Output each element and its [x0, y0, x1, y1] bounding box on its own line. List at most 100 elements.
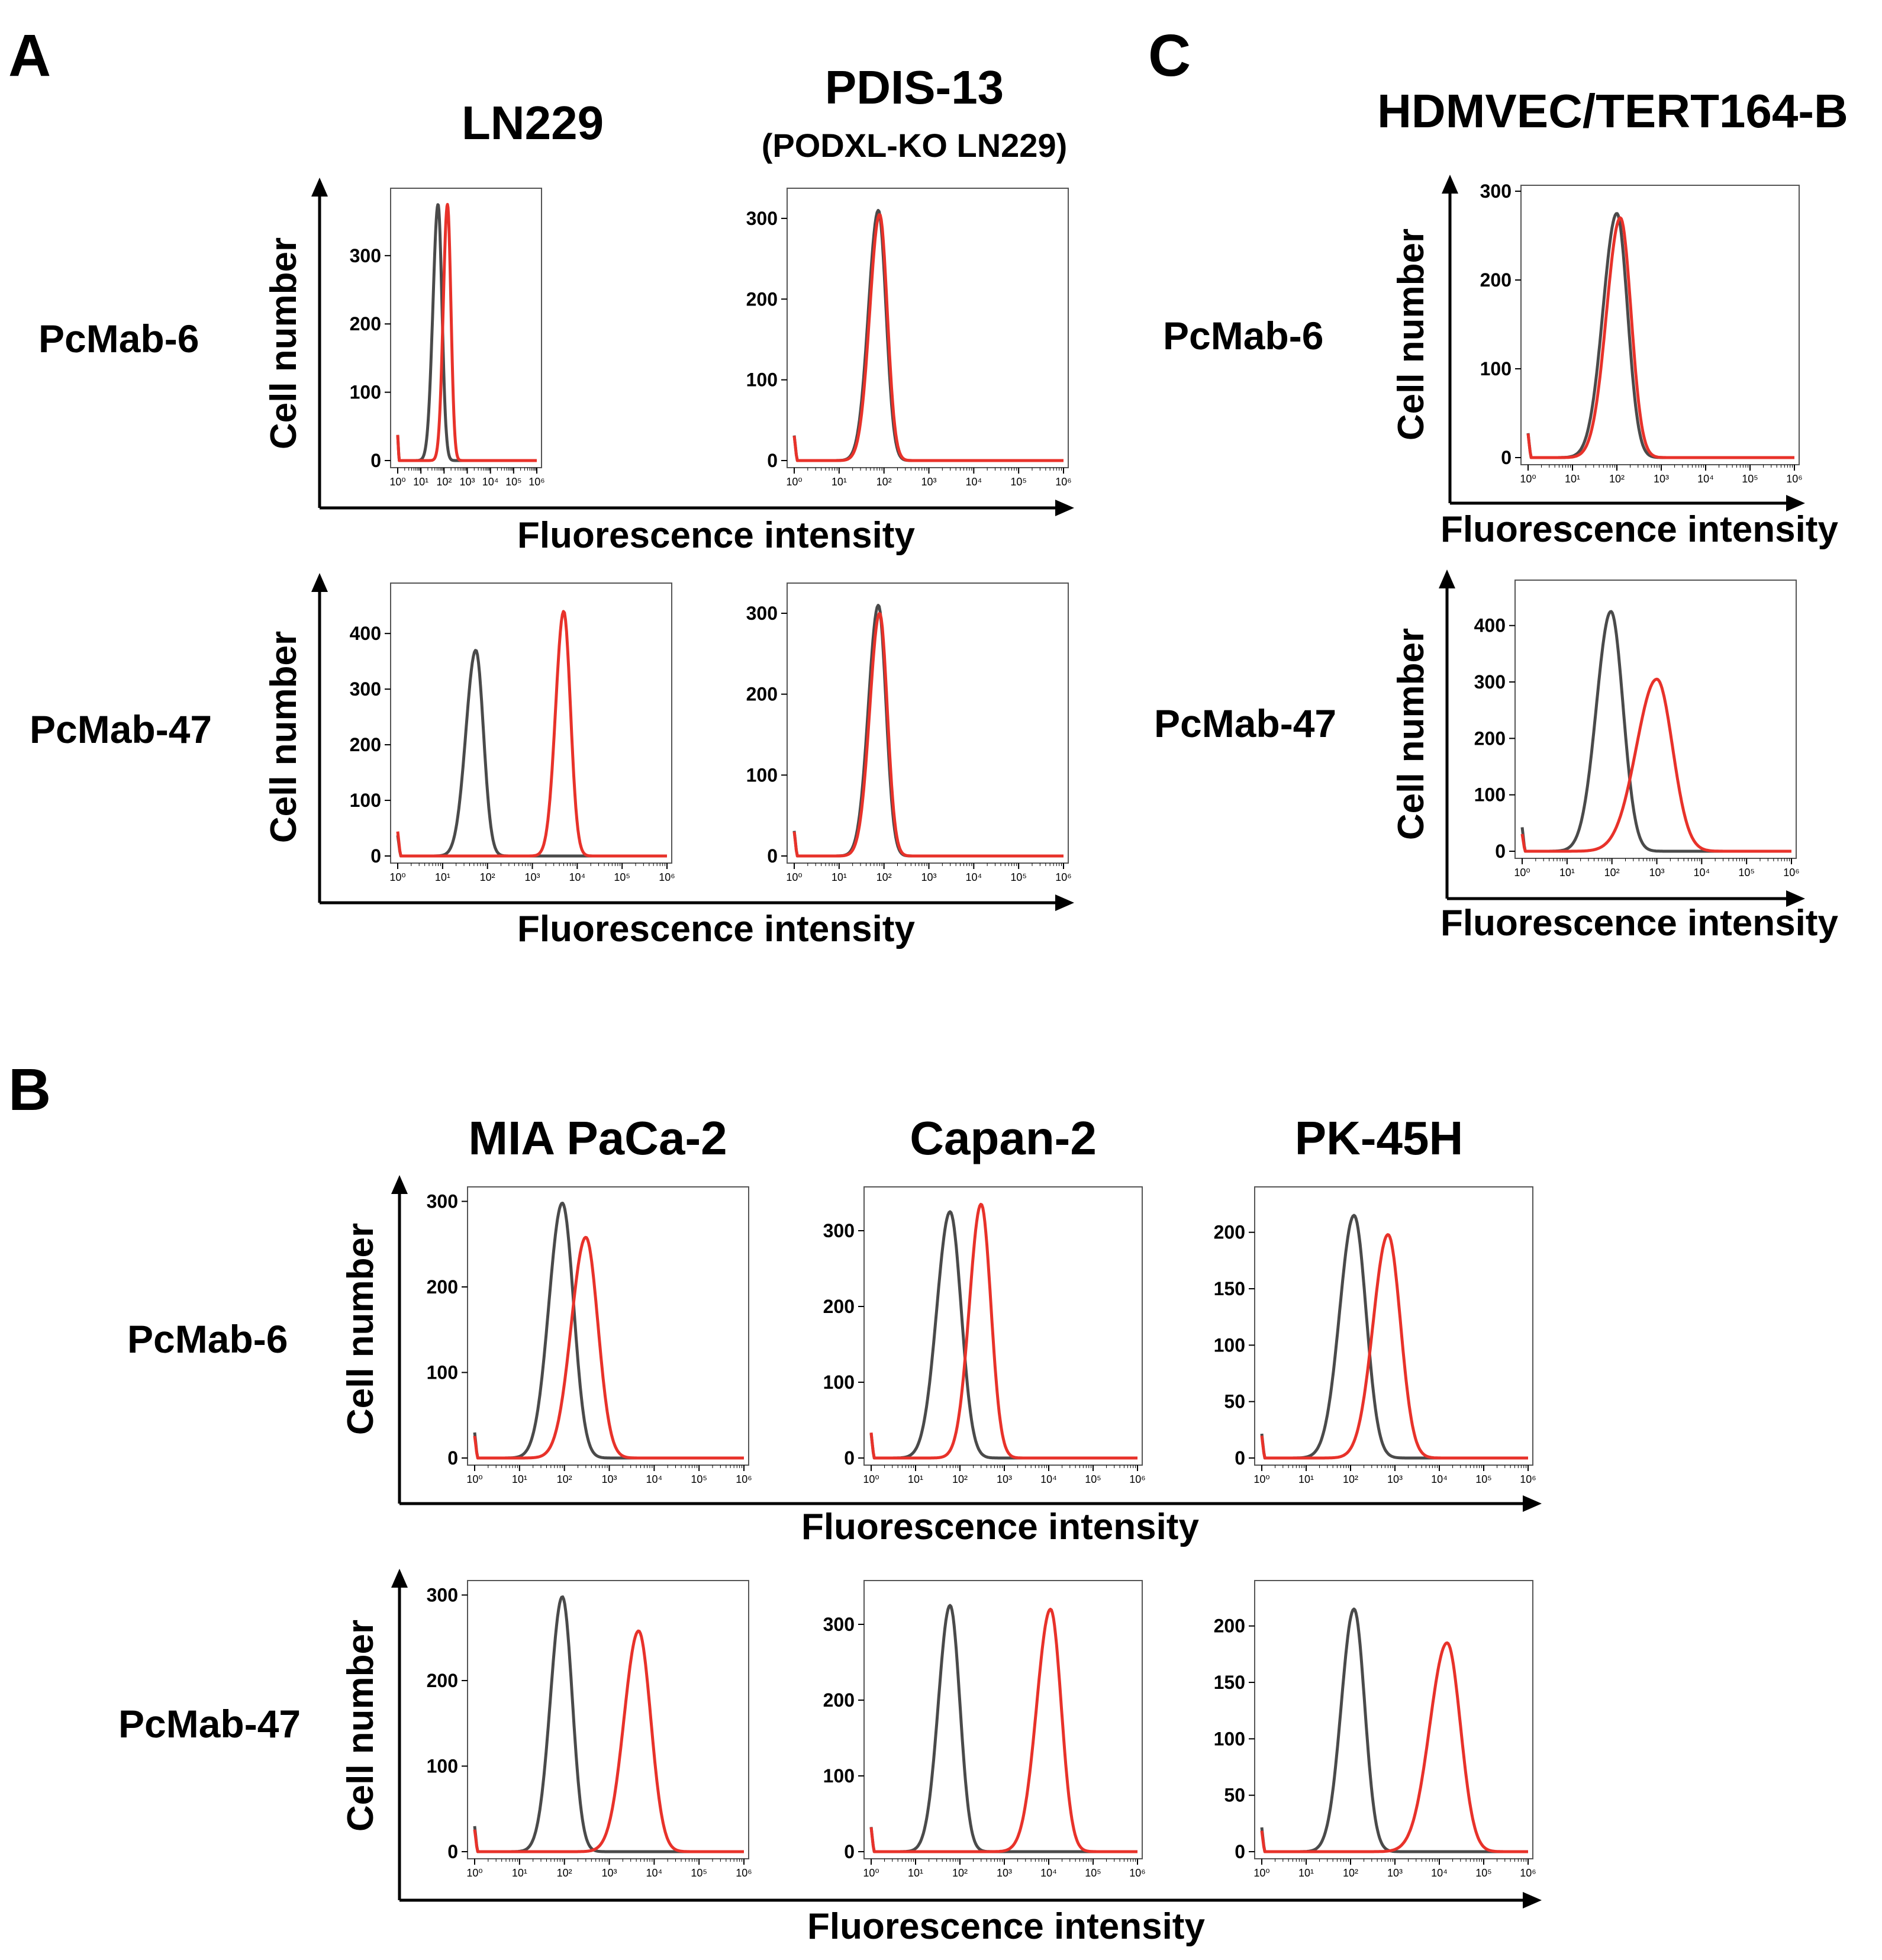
x-tick-label: 10²: [1343, 1867, 1358, 1879]
x-tick-label: 10²: [952, 1473, 968, 1485]
x-tick-label: 10⁴: [965, 871, 982, 883]
y-tick-label: 0: [1495, 841, 1506, 862]
antibody-histogram-line: [1260, 1233, 1529, 1460]
x-tick-label: 10²: [876, 476, 892, 488]
x-axis-arrowhead: [1055, 500, 1074, 516]
y-axis-label: Cell number: [263, 631, 304, 843]
y-tick-label: 0: [767, 450, 778, 471]
x-tick-label: 10¹: [512, 1473, 527, 1485]
x-axis-label: Fluorescence intensity: [807, 1906, 1205, 1947]
y-axis-label: Cell number: [340, 1223, 381, 1435]
y-tick-label: 400: [1474, 615, 1506, 636]
y-tick-label: 200: [1214, 1615, 1245, 1637]
x-axis-label: Fluorescence intensity: [801, 1507, 1199, 1547]
y-tick-label: 100: [1214, 1334, 1245, 1356]
plot-frame: [467, 1186, 749, 1466]
y-tick-label: 100: [1474, 784, 1506, 806]
x-tick-label: 10³: [1654, 473, 1669, 485]
x-tick-label: 10⁴: [482, 476, 499, 488]
y-axis-label: Cell number: [1391, 628, 1432, 840]
x-tick-label: 10²: [1343, 1473, 1358, 1485]
plot-frame: [1520, 185, 1800, 465]
control-histogram-line: [792, 604, 1064, 858]
plot-frame: [863, 1580, 1143, 1859]
x-axis-label: Fluorescence intensity: [517, 909, 915, 950]
control-histogram-line: [1260, 1214, 1529, 1460]
x-axis-label: Fluorescence intensity: [1440, 509, 1838, 550]
y-tick-label: 100: [1480, 358, 1512, 379]
y-tick-label: 300: [746, 603, 778, 624]
plot-frame: [1514, 580, 1797, 859]
antibody-histogram-line: [869, 1202, 1138, 1460]
x-axis-label: Fluorescence intensity: [1440, 903, 1838, 944]
y-tick-label: 100: [746, 764, 778, 786]
y-tick-label: 0: [1235, 1447, 1245, 1469]
y-tick-label: 200: [1214, 1222, 1245, 1243]
x-axis-arrowhead: [1786, 495, 1805, 511]
y-tick-label: 0: [370, 845, 381, 867]
y-axis-label: Cell number: [1391, 228, 1432, 440]
axis-group: Fluorescence intensity Cell number: [340, 1175, 1542, 1547]
x-tick-label: 10⁴: [965, 476, 982, 488]
x-tick-label: 10⁰: [863, 1473, 879, 1485]
row-label-a-pcmab6: PcMab-6: [38, 317, 199, 361]
y-tick-label: 0: [370, 450, 381, 471]
x-tick-label: 10⁰: [466, 1867, 482, 1879]
x-tick-label: 10⁵: [1475, 1473, 1491, 1485]
axis-group: Fluorescence intensity Cell number: [263, 178, 1074, 556]
column-title-pk45h: PK-45H: [1295, 1112, 1464, 1164]
row-label-c-pcmab47: PcMab-47: [1154, 701, 1336, 745]
y-tick-label: 400: [350, 623, 381, 644]
x-tick-label: 10²: [876, 871, 892, 883]
x-tick-label: 10¹: [435, 871, 450, 883]
x-tick-label: 10²: [436, 476, 452, 488]
x-tick-label: 10⁶: [1520, 1867, 1536, 1879]
y-tick-label: 0: [844, 1447, 855, 1469]
antibody-histogram-line: [1260, 1641, 1529, 1853]
x-tick-label: 10⁴: [646, 1867, 662, 1879]
antibody-histogram-line: [473, 1629, 745, 1853]
x-tick-label: 10³: [1649, 867, 1664, 878]
x-tick-label: 10⁴: [646, 1473, 662, 1485]
x-tick-label: 10¹: [1559, 867, 1575, 878]
x-tick-label: 10⁶: [736, 1473, 752, 1485]
x-tick-label: 10⁵: [1085, 1867, 1101, 1879]
x-tick-label: 10⁰: [1520, 473, 1536, 485]
y-tick-label: 50: [1224, 1785, 1245, 1806]
x-tick-label: 10⁰: [389, 476, 405, 488]
y-tick-label: 100: [1214, 1728, 1245, 1749]
histogram-chart: 0 100 200 300 400 10⁰ 10¹ 10² 10³ 10⁴ 10⁵ 10⁶: [350, 582, 675, 883]
x-tick-label: 10¹: [908, 1473, 923, 1485]
histogram-chart: 0 100 200 300 10⁰ 10¹ 10² 10³ 10⁴ 10⁵ 10⁶: [746, 582, 1072, 883]
antibody-histogram-line: [1526, 216, 1795, 459]
y-tick-label: 100: [823, 1765, 855, 1787]
x-tick-label: 10²: [1604, 867, 1620, 878]
panel-letter-a: A: [8, 22, 51, 89]
x-tick-label: 10³: [459, 476, 475, 488]
y-tick-label: 300: [1474, 671, 1506, 693]
y-axis-arrowhead: [1442, 175, 1458, 194]
y-tick-label: 50: [1224, 1391, 1245, 1412]
y-axis-label: Cell number: [263, 237, 304, 449]
axis-group: Fluorescence intensity Cell number: [1391, 175, 1838, 550]
histogram-plots: 0 100 200 300 10⁰ 10¹ 10² 10³ 10⁴ 10⁵ 10⁶ 0 100 200 30…: [350, 181, 1803, 1879]
y-tick-label: 300: [823, 1220, 855, 1241]
histogram-chart: 0 100 200 300 10⁰ 10¹ 10² 10³ 10⁴ 10⁵ 10⁶: [823, 1186, 1146, 1485]
x-tick-label: 10⁰: [786, 871, 802, 883]
y-axis-arrowhead: [391, 1569, 408, 1588]
row-label-a-pcmab47: PcMab-47: [30, 707, 212, 751]
x-tick-label: 10²: [480, 871, 495, 883]
y-tick-label: 200: [823, 1689, 855, 1711]
y-tick-label: 0: [844, 1841, 855, 1862]
x-axis-label: Fluorescence intensity: [517, 515, 915, 556]
column-subtitle-pdis13: (PODXL-KO LN229): [762, 127, 1068, 164]
x-axis-arrowhead: [1523, 1892, 1542, 1908]
x-tick-label: 10⁶: [1786, 473, 1802, 485]
x-tick-label: 10⁰: [863, 1867, 879, 1879]
x-tick-label: 10⁶: [659, 871, 675, 883]
y-tick-label: 200: [1474, 728, 1506, 749]
histogram-chart: 0 100 200 300 10⁰ 10¹ 10² 10³ 10⁴ 10⁵ 10⁶: [427, 1580, 752, 1879]
control-histogram-line: [869, 1210, 1138, 1460]
antibody-histogram-line: [396, 202, 538, 462]
x-tick-label: 10²: [1609, 473, 1625, 485]
